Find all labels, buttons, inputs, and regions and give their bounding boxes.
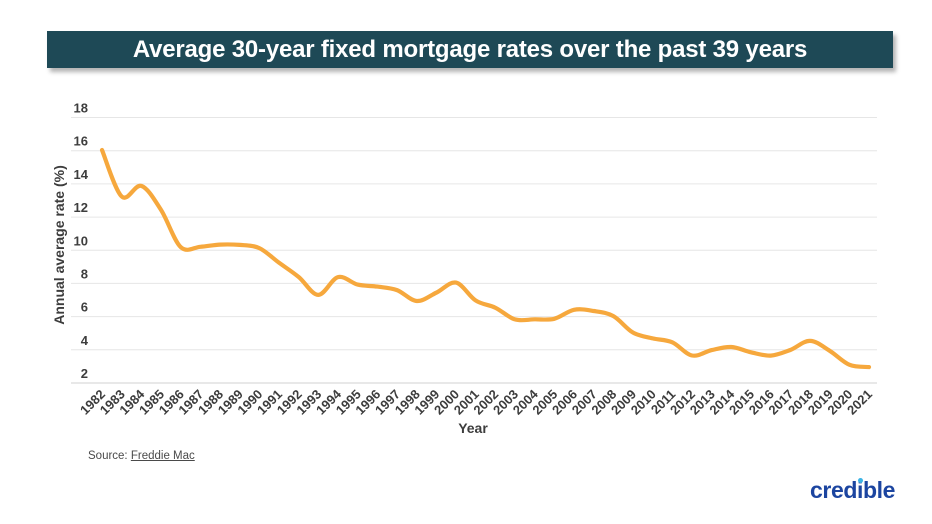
credible-logo-text-post: ble: [862, 477, 896, 503]
y-tick-label: 12: [74, 200, 88, 215]
x-axis-title: Year: [458, 420, 488, 436]
y-tick-label: 8: [81, 266, 88, 281]
credible-logo-text-pre: cred: [810, 477, 857, 503]
y-tick-label: 2: [81, 366, 88, 381]
y-tick-label: 6: [81, 300, 88, 315]
x-axis-tick-labels: 1982198319841985198619871988198919901991…: [77, 386, 875, 418]
y-tick-label: 4: [81, 333, 89, 348]
y-axis-tick-labels: 2 4 6 8 10 12 14 16 18: [74, 101, 89, 382]
credible-logo-i: i: [856, 477, 863, 503]
rate-line: [99, 147, 872, 370]
chart-title: Average 30-year fixed mortgage rates ove…: [132, 35, 808, 63]
y-tick-label: 16: [74, 134, 88, 149]
y-tick-label: 18: [74, 101, 88, 116]
source-link[interactable]: Freddie Mac: [130, 450, 195, 462]
y-axis-title: Annual average rate (%): [51, 165, 67, 325]
y-tick-label: 14: [74, 167, 89, 182]
credible-logo: credible: [810, 477, 895, 504]
gridlines: [71, 117, 877, 384]
source-attribution: Source: Freddie Mac: [88, 450, 195, 462]
chart-title-bar: Average 30-year fixed mortgage rates ove…: [47, 31, 893, 68]
y-tick-label: 10: [74, 233, 88, 248]
source-label: Source:: [88, 450, 128, 462]
